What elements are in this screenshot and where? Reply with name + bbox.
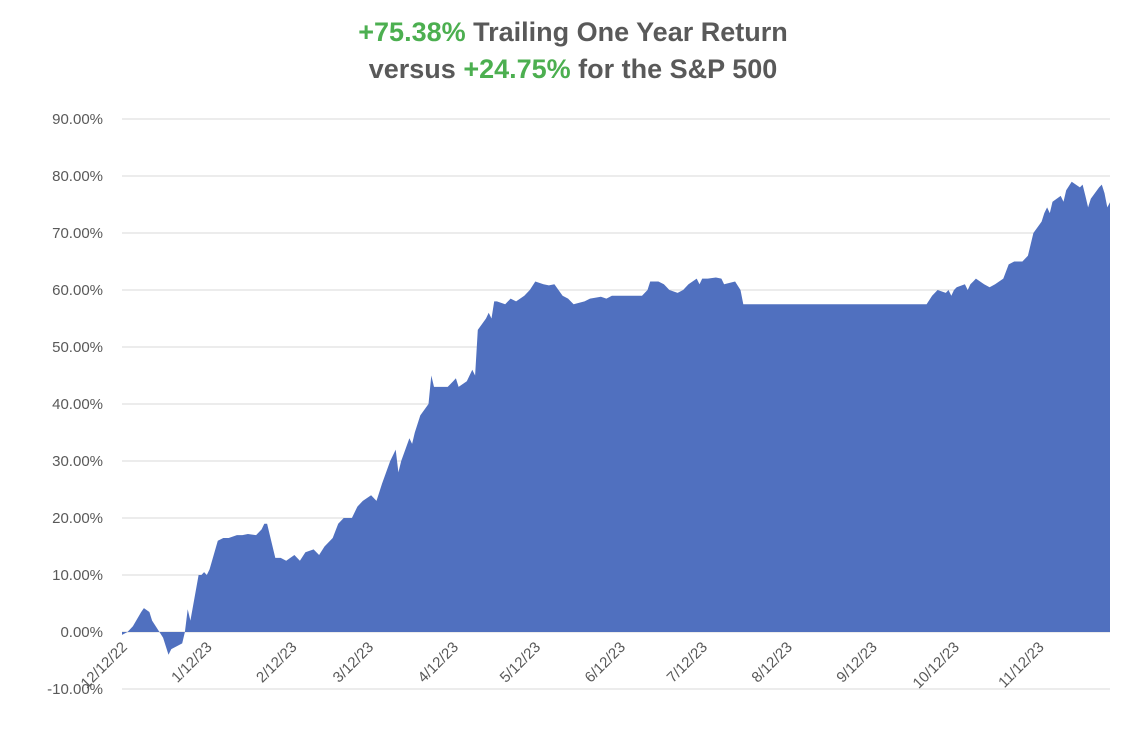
title-line-1-text: Trailing One Year Return xyxy=(465,17,788,47)
sp500-return-highlight: +24.75% xyxy=(463,54,571,84)
title-line-1: +75.38% Trailing One Year Return xyxy=(0,14,1146,51)
y-tick-label: 90.00% xyxy=(52,111,103,128)
chart-title: +75.38% Trailing One Year Return versus … xyxy=(0,14,1146,88)
x-tick-label: 4/12/23 xyxy=(415,639,462,686)
x-tick-label: 6/12/23 xyxy=(582,639,629,686)
x-tick-label: 9/12/23 xyxy=(833,639,880,686)
y-tick-label: 80.00% xyxy=(52,168,103,185)
title-line-2-text-a: versus xyxy=(368,54,464,84)
y-tick-label: 40.00% xyxy=(52,396,103,413)
series-area-path xyxy=(122,181,1110,655)
y-tick-label: 20.00% xyxy=(52,510,103,527)
y-tick-label: 10.00% xyxy=(52,567,103,584)
x-tick-label: 12/12/22 xyxy=(78,639,131,692)
x-tick-label: 3/12/23 xyxy=(330,639,377,686)
x-tick-label: 5/12/23 xyxy=(497,639,544,686)
x-tick-label: 11/12/23 xyxy=(995,639,1048,692)
x-axis-tick-labels: 12/12/22 1/12/23 2/12/23 3/12/23 4/12/23 5/12… xyxy=(78,639,1048,692)
y-axis-tick-labels: -10.00% 0.00% 10.00% 20.00% 30.00% 40.00% 50.0… xyxy=(47,111,103,698)
x-tick-label: 7/12/23 xyxy=(664,639,711,686)
y-tick-label: 30.00% xyxy=(52,453,103,470)
y-tick-label: 70.00% xyxy=(52,225,103,242)
series-area xyxy=(122,181,1110,655)
x-tick-label: 8/12/23 xyxy=(748,639,795,686)
title-line-2: versus +24.75% for the S&P 500 xyxy=(0,51,1146,88)
x-tick-label: 10/12/23 xyxy=(910,639,963,692)
y-tick-label: 50.00% xyxy=(52,339,103,356)
title-line-2-text-b: for the S&P 500 xyxy=(570,54,778,84)
y-tick-label: -10.00% xyxy=(47,681,103,698)
y-tick-label: 0.00% xyxy=(60,624,103,641)
x-tick-label: 2/12/23 xyxy=(253,639,300,686)
fund-return-highlight: +75.38% xyxy=(358,17,466,47)
y-tick-label: 60.00% xyxy=(52,282,103,299)
